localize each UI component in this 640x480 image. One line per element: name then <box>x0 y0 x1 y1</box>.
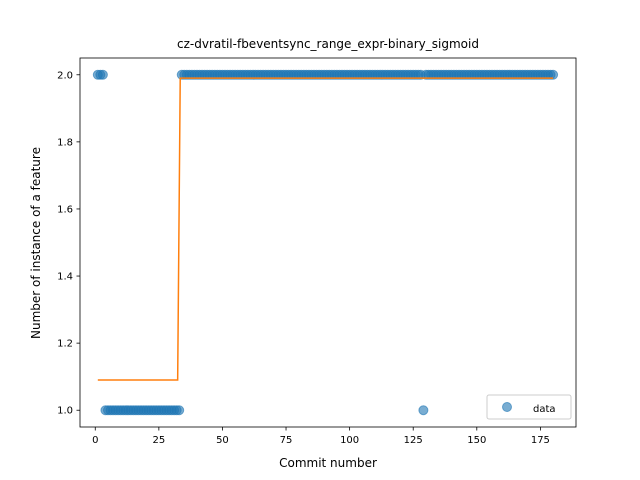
x-tick-label: 0 <box>92 435 98 446</box>
x-tick-label: 75 <box>280 435 293 446</box>
data-point <box>174 405 185 416</box>
legend-label-data: data <box>533 404 556 415</box>
y-tick-label: 1.2 <box>57 339 73 350</box>
chart-title: cz-dvratil-fbeventsync_range_expr-binary… <box>177 37 479 51</box>
x-tick-label: 50 <box>216 435 229 446</box>
legend-marker-data <box>502 402 512 412</box>
y-tick-label: 2.0 <box>57 70 73 81</box>
plot-area: 0 25 50 75 100 125 150 175 1.0 1.2 1.4 1.6 1.8 2.0 <box>57 57 577 446</box>
x-tick-label: 100 <box>340 435 359 446</box>
y-tick-label: 1.4 <box>57 272 73 283</box>
y-axis-label: Number of instance of a feature <box>29 147 43 339</box>
data-point <box>548 69 559 80</box>
x-tick-label: 175 <box>531 435 550 446</box>
legend-box <box>486 394 572 420</box>
legend: data <box>486 394 572 420</box>
axes-frame <box>79 57 577 428</box>
x-axis-label: Commit number <box>279 456 377 470</box>
y-tick-label: 1.6 <box>57 204 73 215</box>
x-tick-label: 25 <box>152 435 165 446</box>
data-point <box>418 405 429 416</box>
x-tick-label: 125 <box>404 435 423 446</box>
x-tick-label: 150 <box>467 435 486 446</box>
data-point <box>97 69 108 80</box>
y-tick-label: 1.8 <box>57 137 73 148</box>
fit-line <box>97 77 554 381</box>
y-tick-label: 1.0 <box>57 406 73 417</box>
